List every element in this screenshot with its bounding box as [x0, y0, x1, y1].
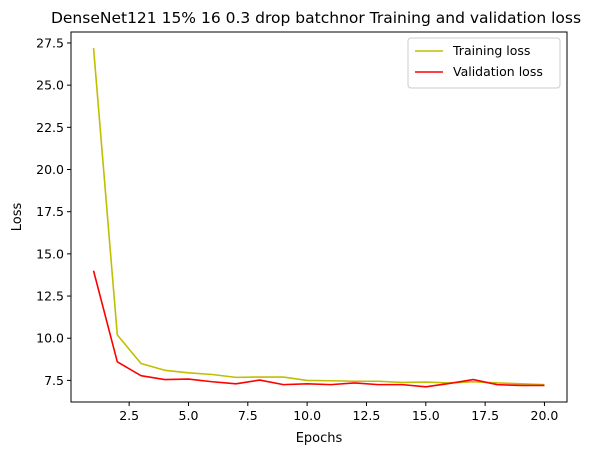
legend-box: [407, 37, 561, 89]
y-axis-label: Loss: [10, 203, 25, 232]
x-tick-label: 17.5: [471, 408, 499, 423]
x-axis-label: Epochs: [296, 431, 343, 446]
chart-title: DenseNet121 15% 16 0.3 drop batchnor Tra…: [51, 9, 581, 27]
y-tick-label: 20.0: [36, 162, 64, 177]
series-line-training-loss: [92, 47, 545, 386]
legend-label-validation-loss: Validation loss: [453, 64, 543, 79]
series-line-validation-loss: [92, 270, 545, 388]
x-tick-label: 20.0: [531, 408, 559, 423]
plot-area: [70, 31, 568, 403]
x-tick-label: 7.5: [238, 408, 258, 423]
x-tick-label: 15.0: [412, 408, 440, 423]
y-tick-label: 17.5: [36, 204, 64, 219]
legend-label-training-loss: Training loss: [452, 43, 530, 58]
y-tick-label: 12.5: [36, 289, 64, 304]
x-tick-label: 2.5: [119, 408, 139, 423]
series-lines: [92, 47, 545, 388]
plot-frame: [70, 31, 568, 403]
x-tick-label: 5.0: [179, 408, 199, 423]
y-tick-label: 7.5: [44, 373, 64, 388]
legend: Training loss Validation loss: [407, 37, 561, 89]
x-axis: 2.5 5.0 7.5 10.0 12.5 15.0 17.5 20.0: [119, 402, 558, 423]
y-tick-label: 10.0: [36, 331, 64, 346]
y-tick-label: 27.5: [36, 35, 64, 50]
y-tick-label: 15.0: [36, 246, 64, 261]
x-tick-label: 10.0: [293, 408, 321, 423]
y-tick-label: 25.0: [36, 78, 64, 93]
x-tick-label: 12.5: [353, 408, 381, 423]
y-axis: 7.5 10.0 12.5 15.0 17.5 20.0 22.5 25.0 27.5: [36, 35, 71, 388]
y-tick-label: 22.5: [36, 120, 64, 135]
